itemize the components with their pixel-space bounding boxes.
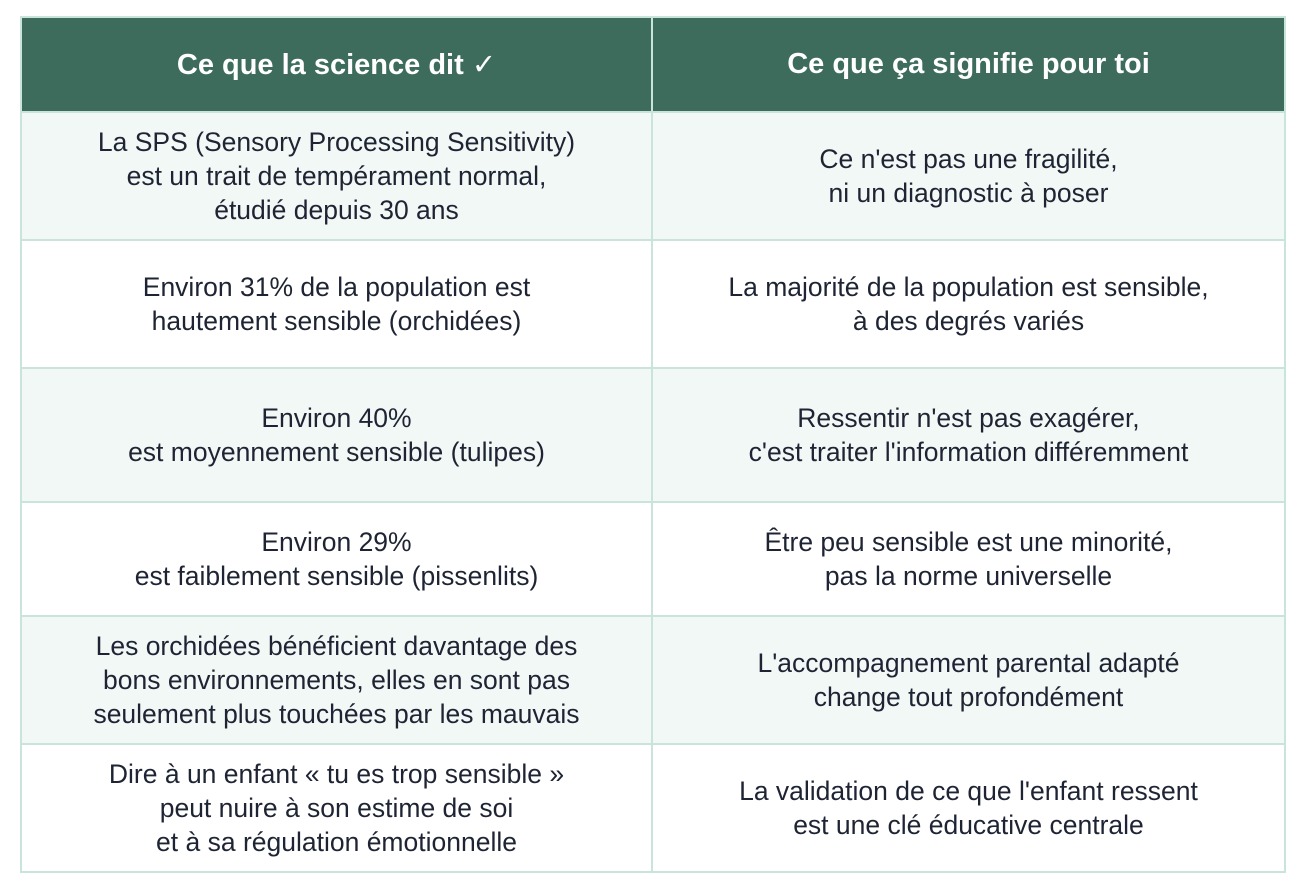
table-row: Environ 29% est faiblement sensible (pis… [20, 501, 1286, 617]
meaning-cell: L'accompagnement parental adapté change … [651, 615, 1286, 745]
comparison-table-container: Ce que la science dit ✓ Ce que ça signif… [20, 16, 1286, 873]
cell-line: La majorité de la population est sensibl… [728, 272, 1209, 302]
science-cell: Environ 31% de la population est hauteme… [20, 239, 653, 369]
cell-line: bons environnements, elles en sont pas [103, 665, 570, 695]
table-row: Environ 31% de la population est hauteme… [20, 239, 1286, 369]
cell-line: est moyennement sensible (tulipes) [128, 437, 545, 467]
cell-line: est faiblement sensible (pissenlits) [134, 561, 539, 591]
cell-line: Environ 29% [261, 527, 412, 557]
cell-line: Environ 40% [261, 403, 412, 433]
cell-line: Les orchidées bénéficient davantage des [95, 631, 578, 661]
header-meaning: Ce que ça signifie pour toi [651, 16, 1286, 113]
cell-line: Environ 31% de la population est [142, 272, 531, 302]
table-row: La SPS (Sensory Processing Sensitivity) … [20, 111, 1286, 241]
cell-line: Ressentir n'est pas exagérer, [797, 403, 1140, 433]
table-header-row: Ce que la science dit ✓ Ce que ça signif… [20, 16, 1286, 113]
science-vs-meaning-table: Ce que la science dit ✓ Ce que ça signif… [20, 16, 1286, 873]
cell-line: à des degrés variés [852, 306, 1085, 336]
meaning-cell: La majorité de la population est sensibl… [651, 239, 1286, 369]
cell-line: c'est traiter l'information différemment [748, 437, 1189, 467]
cell-line: change tout profondément [813, 682, 1124, 712]
science-cell: La SPS (Sensory Processing Sensitivity) … [20, 111, 653, 241]
table-row: Les orchidées bénéficient davantage des … [20, 615, 1286, 745]
table-row: Dire à un enfant « tu es trop sensible »… [20, 743, 1286, 873]
science-cell: Environ 29% est faiblement sensible (pis… [20, 501, 653, 617]
science-cell: Les orchidées bénéficient davantage des … [20, 615, 653, 745]
cell-line: est un trait de tempérament normal, [126, 161, 547, 191]
cell-line: étudié depuis 30 ans [214, 195, 459, 225]
science-cell: Environ 40% est moyennement sensible (tu… [20, 367, 653, 503]
science-cell: Dire à un enfant « tu es trop sensible »… [20, 743, 653, 873]
cell-line: seulement plus touchées par les mauvais [93, 699, 580, 729]
meaning-cell: Ressentir n'est pas exagérer, c'est trai… [651, 367, 1286, 503]
meaning-cell: Ce n'est pas une fragilité, ni un diagno… [651, 111, 1286, 241]
cell-line: Dire à un enfant « tu es trop sensible » [108, 759, 565, 789]
cell-line: hautement sensible (orchidées) [151, 306, 522, 336]
cell-line: L'accompagnement parental adapté [757, 648, 1180, 678]
cell-line: pas la norme universelle [824, 561, 1113, 591]
cell-line: La validation de ce que l'enfant ressent [739, 776, 1198, 806]
cell-line: ni un diagnostic à poser [828, 178, 1109, 208]
cell-line: est une clé éducative centrale [793, 810, 1144, 840]
cell-line: et à sa régulation émotionnelle [156, 827, 517, 857]
cell-line: peut nuire à son estime de soi [159, 793, 514, 823]
meaning-cell: Être peu sensible est une minorité, pas … [651, 501, 1286, 617]
meaning-cell: La validation de ce que l'enfant ressent… [651, 743, 1286, 873]
cell-line: Ce n'est pas une fragilité, [819, 144, 1118, 174]
cell-line: La SPS (Sensory Processing Sensitivity) [97, 127, 576, 157]
cell-line: Être peu sensible est une minorité, [764, 527, 1173, 557]
table-row: Environ 40% est moyennement sensible (tu… [20, 367, 1286, 503]
header-science: Ce que la science dit ✓ [20, 16, 653, 113]
